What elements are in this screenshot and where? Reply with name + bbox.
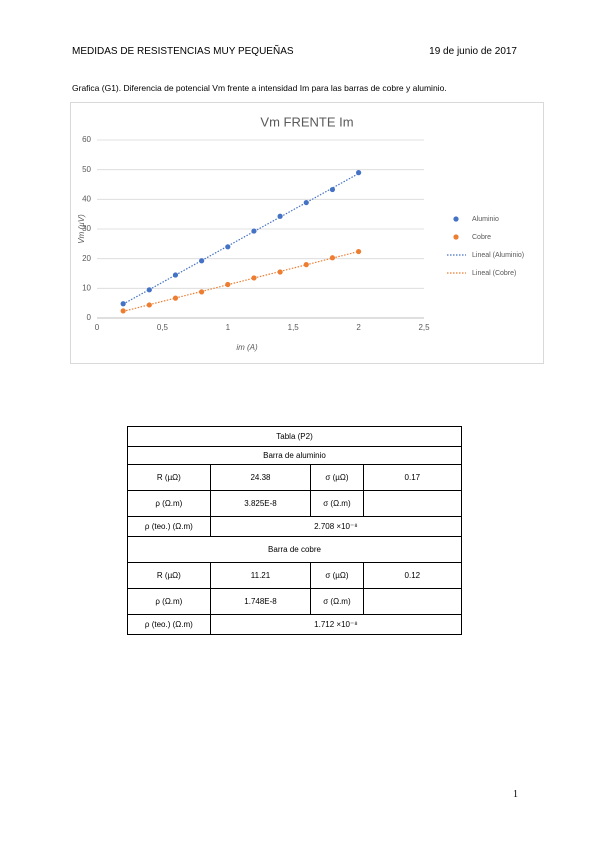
table-cell: 1.748E-8 [209, 588, 312, 615]
table-cell: Tabla (P2) [127, 426, 462, 447]
y-tick-label: 20 [82, 254, 91, 263]
table-cell: R (µΩ) [127, 464, 211, 491]
data-point [146, 302, 152, 308]
table-cell: Barra de cobre [127, 536, 462, 563]
data-point [199, 289, 205, 295]
table-cell: σ (µΩ) [310, 464, 364, 491]
legend-label: Lineal (Cobre) [472, 270, 516, 277]
data-point [172, 272, 179, 278]
data-point [225, 281, 231, 288]
table-row: Barra de cobre [127, 536, 462, 563]
table-row: ρ (Ω.m) 3.825E-8 σ (Ω.m) [127, 490, 463, 517]
table-cell: 11.21 [209, 562, 312, 589]
table-cell: σ (Ω.m) [310, 490, 364, 517]
trendline [123, 250, 359, 312]
y-axis-label: Vm (µV) [77, 214, 86, 244]
table-row: ρ (Ω.m) 1.748E-8 σ (Ω.m) [127, 588, 463, 615]
data-point [199, 258, 205, 264]
table-cell [362, 490, 463, 517]
table-row: ρ (teo.) (Ω.m) 2.708 ×10⁻⁸ [127, 516, 463, 537]
table-row: R (µΩ) 11.21 σ (µΩ) 0.12 [127, 562, 463, 589]
data-point [303, 262, 309, 268]
table-cell: R (µΩ) [127, 562, 211, 589]
x-tick-label: 2,5 [418, 323, 430, 332]
y-tick-label: 50 [82, 165, 91, 174]
legend-marker [453, 234, 459, 240]
data-point [277, 213, 283, 219]
x-axis-label: im (A) [236, 343, 258, 352]
caption: Grafica (G1). Diferencia de potencial Vm… [72, 83, 447, 93]
y-tick-label: 10 [82, 283, 91, 292]
y-tick-label: 60 [82, 135, 91, 144]
data-point [172, 295, 179, 301]
table-row: Tabla (P2) [127, 426, 462, 447]
x-tick-label: 0,5 [157, 323, 169, 332]
table-cell [362, 588, 463, 615]
table-cell: 1.712 ×10⁻⁸ [209, 614, 463, 635]
data-point [146, 287, 152, 293]
table-cell: ρ (teo.) (Ω.m) [127, 614, 211, 635]
y-tick-label: 30 [82, 224, 91, 233]
table-cell: ρ (Ω.m) [127, 588, 211, 615]
data-point [329, 186, 336, 193]
data-point [251, 228, 257, 234]
legend-label: Aluminio [472, 216, 499, 223]
chart-frame [70, 102, 544, 364]
legend-marker [453, 216, 459, 222]
y-tick-label: 0 [87, 313, 92, 322]
table-cell: 0.17 [362, 464, 463, 491]
x-tick-label: 1,5 [288, 323, 300, 332]
x-tick-label: 2 [356, 323, 361, 332]
x-tick-label: 0 [95, 323, 100, 332]
data-point [225, 244, 231, 250]
x-tick-label: 1 [226, 323, 231, 332]
table-cell: σ (Ω.m) [310, 588, 364, 615]
header-date: 19 de junio de 2017 [429, 46, 517, 57]
table-cell: 2.708 ×10⁻⁸ [209, 516, 463, 537]
table-row: ρ (teo.) (Ω.m) 1.712 ×10⁻⁸ [127, 614, 463, 635]
table-row: R (µΩ) 24.38 σ (µΩ) 0.17 [127, 464, 463, 491]
table-cell: ρ (teo.) (Ω.m) [127, 516, 211, 537]
table-cell: ρ (Ω.m) [127, 490, 211, 517]
table-cell: σ (µΩ) [310, 562, 364, 589]
header-title: MEDIDAS DE RESISTENCIAS MUY PEQUEÑAS [72, 46, 294, 57]
table-cell: Barra de aluminio [127, 446, 462, 465]
chart-title: Vm FRENTE Im [260, 114, 353, 129]
table-row: Barra de aluminio [127, 446, 462, 465]
table-cell: 0.12 [362, 562, 463, 589]
data-point [120, 301, 126, 307]
page-number: 1 [513, 789, 518, 800]
legend-label: Cobre [472, 234, 491, 241]
data-point [251, 275, 257, 281]
data-point [303, 199, 309, 206]
chart: Vm FRENTE Im im (A) Vm (µV) 010203040506… [70, 102, 544, 364]
data-table: Tabla (P2) Barra de aluminio R (µΩ) 24.38 σ … [127, 426, 463, 635]
table-cell: 3.825E-8 [209, 490, 312, 517]
legend-label: Lineal (Aluminio) [472, 252, 524, 259]
data-point [356, 248, 362, 255]
data-point [356, 170, 362, 176]
y-tick-label: 40 [82, 194, 91, 203]
data-point [329, 255, 336, 261]
data-point [277, 269, 283, 275]
table-cell: 24.38 [209, 464, 312, 491]
data-point [120, 308, 126, 314]
